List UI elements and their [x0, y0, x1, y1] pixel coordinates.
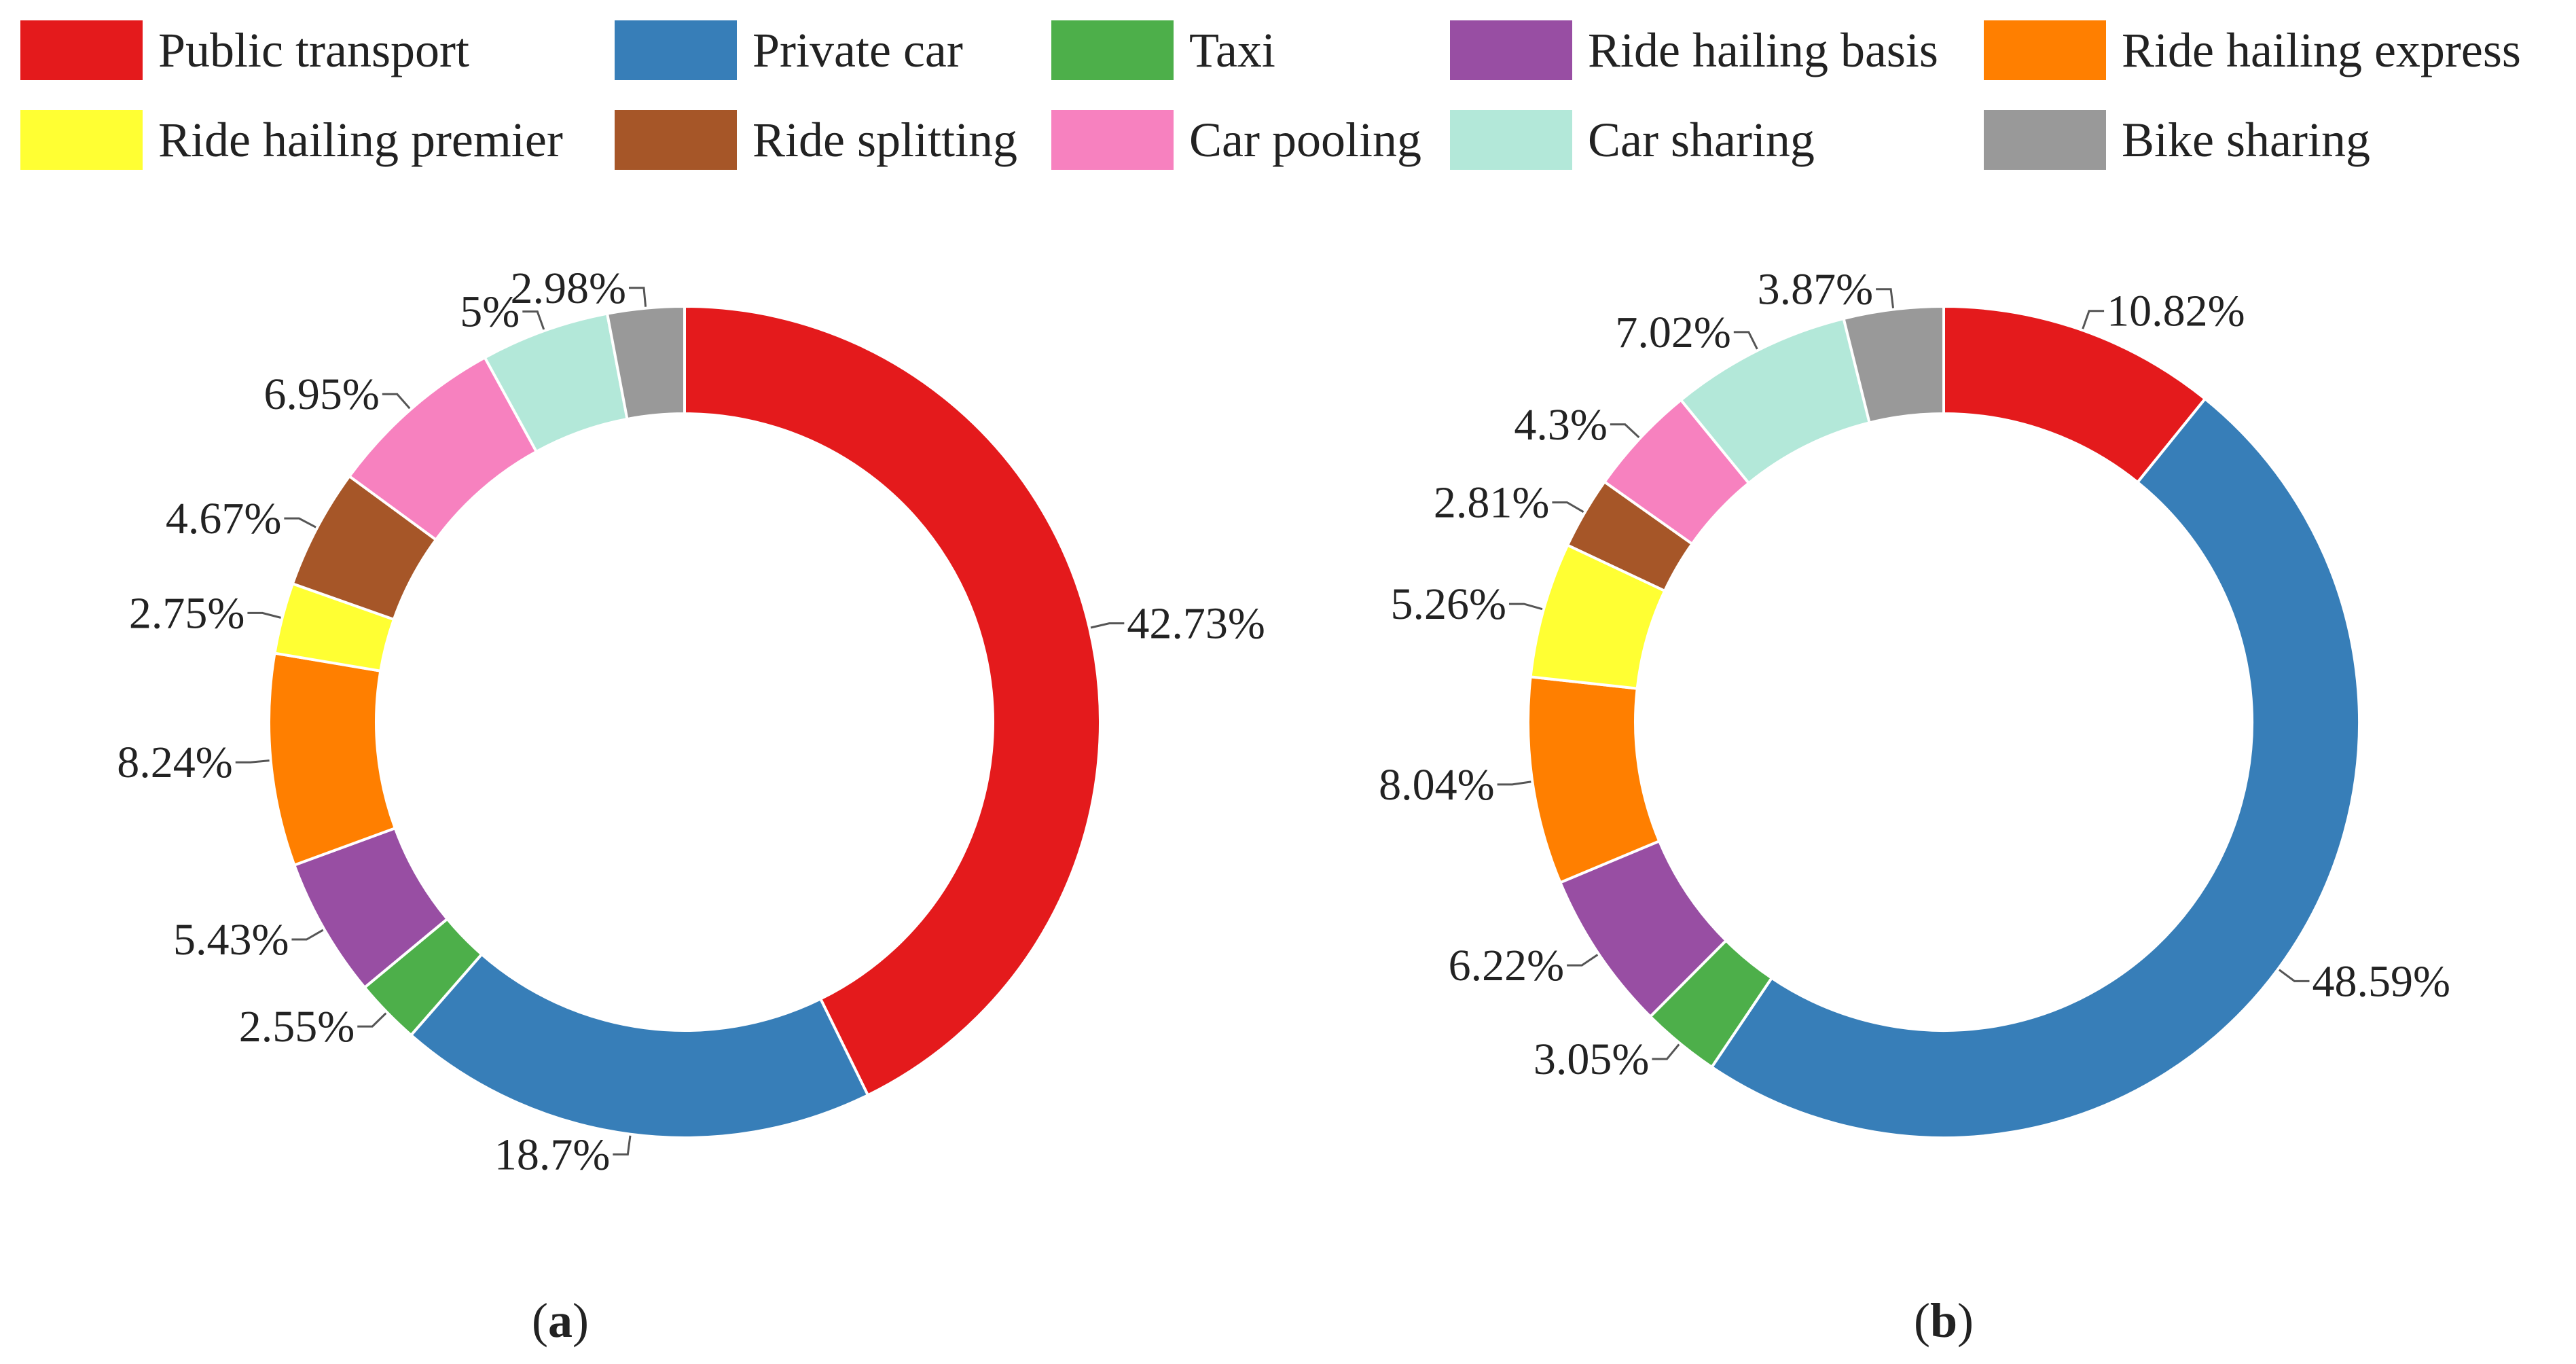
legend-swatch-bike-sharing — [1984, 110, 2106, 170]
slice-a-private-car — [409, 952, 870, 1139]
data-label-a-private-car: 18.7% — [494, 1130, 610, 1180]
legend-label-private-car: Private car — [752, 23, 963, 77]
slice-a-ride-hailing-express — [268, 651, 397, 867]
leader-line-b-private-car — [2279, 969, 2310, 982]
legend-label-bike-sharing: Bike sharing — [2122, 113, 2370, 167]
data-label-a-car-pooling: 6.95% — [264, 370, 379, 419]
legend-swatch-ride-hailing-premier — [20, 110, 143, 170]
slice-b-bike-sharing — [1842, 304, 1945, 425]
data-label-b-ride-hailing-premier: 5.26% — [1391, 579, 1506, 629]
leader-line-b-car-sharing — [1733, 331, 1758, 350]
leader-line-a-taxi — [357, 1012, 387, 1028]
data-label-b-ride-splitting: 2.81% — [1434, 478, 1549, 528]
legend-label-public-transport: Public transport — [158, 23, 469, 77]
data-label-b-public-transport: 10.82% — [2107, 287, 2245, 336]
leader-line-a-ride-hailing-express — [235, 759, 270, 764]
leader-line-a-bike-sharing — [628, 287, 647, 307]
leader-line-b-bike-sharing — [1876, 288, 1895, 308]
legend-label-ride-hailing-express: Ride hailing express — [2122, 23, 2521, 77]
data-label-a-car-sharing: 5% — [460, 287, 520, 337]
leader-line-a-ride-hailing-basis — [291, 929, 324, 941]
legend-label-ride-splitting: Ride splitting — [752, 113, 1017, 167]
leader-line-b-ride-hailing-premier — [1509, 603, 1543, 611]
data-label-a-bike-sharing: 2.98% — [510, 264, 625, 313]
leader-line-a-private-car — [613, 1135, 632, 1156]
leader-line-b-public-transport — [2082, 310, 2105, 329]
panel-label-b: (b) — [1914, 1293, 1974, 1348]
legend-label-taxi: Taxi — [1189, 23, 1275, 77]
data-label-b-ride-hailing-express: 8.04% — [1379, 760, 1494, 810]
legend-swatch-ride-hailing-express — [1984, 20, 2106, 80]
leader-line-a-public-transport — [1090, 622, 1125, 629]
donut-chart-a: 42.73% 18.7% 2.55% 5.43% 8.24% 2.75% 4.67% 6.95… — [117, 264, 1265, 1180]
leader-line-a-ride-splitting — [284, 517, 316, 528]
legend: Public transport Private car Taxi Ride hail… — [20, 20, 2521, 170]
legend-swatch-car-sharing — [1450, 110, 1572, 170]
leader-line-b-ride-hailing-basis — [1567, 954, 1599, 967]
slice-a-public-transport — [683, 304, 1102, 1097]
legend-swatch-private-car — [615, 20, 737, 80]
legend-swatch-car-pooling — [1051, 110, 1174, 170]
leader-line-a-car-pooling — [382, 393, 411, 410]
leader-line-b-taxi — [1652, 1043, 1680, 1060]
legend-label-ride-hailing-premier: Ride hailing premier — [158, 113, 563, 167]
legend-swatch-public-transport — [20, 20, 143, 80]
data-label-b-taxi: 3.05% — [1534, 1035, 1649, 1084]
data-label-a-ride-hailing-premier: 2.75% — [129, 588, 244, 638]
legend-label-car-sharing: Car sharing — [1588, 113, 1815, 167]
data-label-a-taxi: 2.55% — [239, 1002, 355, 1052]
leader-line-a-car-sharing — [522, 310, 545, 330]
data-label-b-car-pooling: 4.3% — [1514, 400, 1607, 450]
legend-swatch-taxi — [1051, 20, 1174, 80]
data-label-b-private-car: 48.59% — [2312, 956, 2450, 1006]
data-label-b-car-sharing: 7.02% — [1615, 308, 1730, 357]
leader-line-a-ride-hailing-premier — [247, 611, 281, 619]
legend-swatch-ride-hailing-basis — [1450, 20, 1572, 80]
panel-label-a: (a) — [532, 1293, 589, 1348]
slice-a-bike-sharing — [605, 304, 686, 421]
legend-label-car-pooling: Car pooling — [1189, 113, 1421, 167]
data-label-a-ride-hailing-express: 8.24% — [117, 738, 232, 787]
leader-line-b-ride-hailing-express — [1497, 780, 1531, 786]
data-label-a-ride-hailing-basis: 5.43% — [173, 915, 289, 965]
legend-label-ride-hailing-basis: Ride hailing basis — [1588, 23, 1938, 77]
data-label-b-ride-hailing-basis: 6.22% — [1449, 941, 1564, 990]
data-label-b-bike-sharing: 3.87% — [1758, 265, 1873, 315]
data-label-a-ride-splitting: 4.67% — [166, 494, 281, 543]
donut-chart-b: 10.82% 48.59% 3.05% 6.22% 8.04% 5.26% 2.81% 4.3… — [1379, 265, 2450, 1139]
data-label-a-public-transport: 42.73% — [1127, 599, 1265, 649]
legend-swatch-ride-splitting — [615, 110, 737, 170]
leader-line-b-ride-splitting — [1552, 501, 1584, 514]
slice-b-private-car — [1709, 397, 2361, 1139]
leader-line-b-car-pooling — [1610, 423, 1640, 438]
